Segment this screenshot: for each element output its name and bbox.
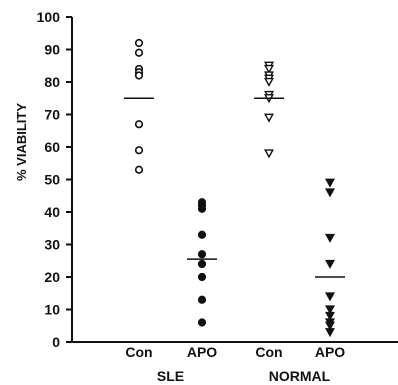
data-point: [325, 178, 335, 188]
x-group-label: NORMAL: [269, 368, 331, 384]
data-point: [134, 146, 144, 155]
x-category-label: APO: [315, 344, 345, 360]
y-tick-label: 70: [44, 107, 60, 123]
data-point: [325, 321, 335, 331]
y-tick-label: 90: [44, 42, 60, 58]
data-point: [197, 259, 207, 269]
data-point: [264, 77, 274, 87]
data-point: [134, 38, 144, 48]
data-point: [264, 113, 274, 123]
data-point: [197, 250, 207, 259]
data-point: [325, 259, 335, 269]
data-point: [325, 292, 335, 302]
x-group-label: SLE: [157, 368, 184, 384]
group-labels: SLE NORMAL: [157, 368, 331, 384]
x-category-label: APO: [187, 344, 217, 360]
data-point: [197, 204, 207, 213]
y-ticks: 0 10 20 30 40 50 60 70 80 90 100: [37, 9, 72, 350]
y-tick-label: 20: [44, 269, 60, 285]
data-point: [325, 305, 335, 315]
data-point: [264, 149, 274, 159]
y-tick-label: 50: [44, 172, 60, 188]
data-point: [197, 318, 207, 327]
data-point: [197, 230, 207, 239]
y-tick-label: 60: [44, 139, 60, 155]
data-point: [325, 328, 335, 338]
data-point: [264, 64, 274, 74]
y-tick-label: 80: [44, 74, 60, 90]
x-category-label: Con: [255, 344, 282, 360]
y-tick-label: 0: [52, 334, 60, 350]
axes: [71, 17, 398, 343]
data-point: [134, 71, 144, 80]
data-point: [197, 272, 207, 282]
y-tick-label: 100: [37, 9, 61, 25]
y-tick-label: 40: [44, 204, 60, 220]
y-axis-label: % VIABILITY: [14, 103, 29, 181]
y-tick-label: 30: [44, 237, 60, 253]
x-category-label: Con: [125, 344, 152, 360]
data-points: [134, 38, 335, 338]
data-point: [134, 165, 144, 174]
data-point: [134, 120, 144, 129]
data-point: [325, 188, 335, 198]
data-point: [134, 48, 144, 57]
category-labels: Con APO Con APO: [125, 344, 345, 360]
data-point: [197, 295, 207, 304]
data-point: [325, 311, 335, 321]
y-tick-label: 10: [44, 302, 60, 318]
data-point: [325, 233, 335, 243]
mean-lines: [124, 97, 345, 278]
